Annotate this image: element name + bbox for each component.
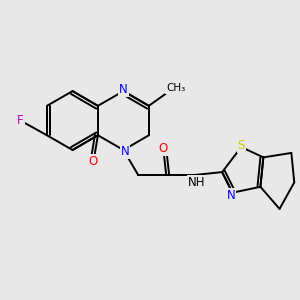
Text: N: N — [226, 189, 235, 202]
Text: NH: NH — [188, 176, 205, 189]
Text: S: S — [238, 139, 245, 152]
Text: F: F — [17, 114, 24, 127]
Text: N: N — [119, 83, 128, 96]
Text: CH₃: CH₃ — [166, 83, 185, 93]
Text: O: O — [159, 142, 168, 155]
Text: O: O — [89, 155, 98, 168]
Text: N: N — [121, 145, 129, 158]
